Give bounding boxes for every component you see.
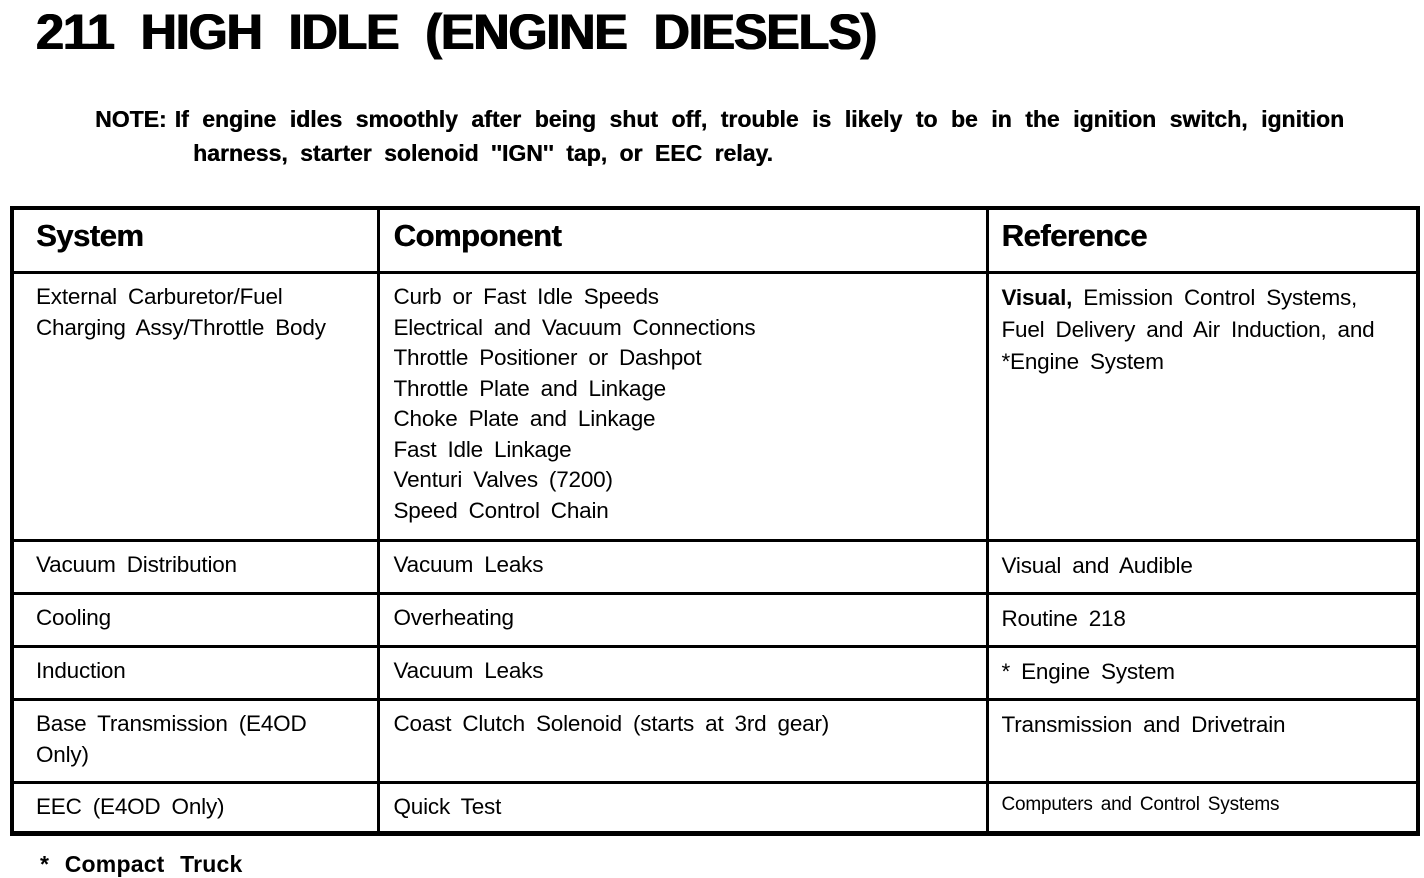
note-paragraph: NOTE: If engine idles smoothly after bein… <box>95 102 1344 170</box>
component-line: Fast Idle Linkage <box>393 436 572 462</box>
component-line: Electrical and Vacuum Connections <box>393 314 756 340</box>
header-cell-system: System <box>10 206 380 274</box>
system-cell: External Carburetor/Fuel Charging Assy/T… <box>10 271 380 542</box>
component-line: Throttle Plate and Linkage <box>393 375 667 401</box>
system-cell: Induction <box>10 645 380 701</box>
troubleshooting-table: System Component Reference External Carb… <box>10 206 1420 836</box>
reference-cell: Routine 218 <box>985 592 1420 648</box>
reference-rest-text: Emission Control Systems, Fuel Delivery … <box>1001 285 1375 374</box>
component-line: Venturi Valves (7200) <box>393 467 613 492</box>
component-line: Throttle Positioner or Dashpot <box>393 345 702 370</box>
note-label: NOTE: <box>95 106 167 132</box>
component-cell: Curb or Fast Idle Speeds Electrical and … <box>376 271 989 542</box>
component-cell: Vacuum Leaks <box>376 539 989 595</box>
header-cell-component: Component <box>376 206 989 274</box>
component-line: Speed Control Chain <box>393 497 609 523</box>
table-row: Induction Vacuum Leaks * Engine System <box>10 645 1420 701</box>
component-line: Curb or Fast Idle Speeds <box>393 284 660 309</box>
reference-bold-text: Visual, <box>1001 285 1073 310</box>
page-title: 211 HIGH IDLE (ENGINE DIESELS) <box>36 4 877 60</box>
table-row: Base Transmission (E4OD Only) Coast Clut… <box>10 698 1420 784</box>
reference-cell: * Engine System <box>985 645 1420 701</box>
component-cell: Overheating <box>376 592 989 648</box>
reference-cell: Visual, Emission Control Systems, Fuel D… <box>985 271 1420 542</box>
header-cell-reference: Reference <box>985 206 1420 274</box>
table-row: External Carburetor/Fuel Charging Assy/T… <box>10 271 1420 542</box>
component-cell: Vacuum Leaks <box>376 645 989 701</box>
system-cell: Cooling <box>10 592 380 648</box>
footnote: * Compact Truck <box>40 851 243 877</box>
component-cell: Coast Clutch Solenoid (starts at 3rd gea… <box>376 698 989 784</box>
reference-cell: Visual and Audible <box>985 539 1420 595</box>
system-cell: Vacuum Distribution <box>10 539 380 595</box>
note-text: If engine idles smoothly after being shu… <box>174 106 1344 166</box>
table-row: Vacuum Distribution Vacuum Leaks Visual … <box>10 539 1420 595</box>
system-cell: EEC (E4OD Only) <box>10 781 380 835</box>
component-cell: Quick Test <box>376 781 989 835</box>
table-header-row: System Component Reference <box>10 206 1420 274</box>
reference-cell: Transmission and Drivetrain <box>985 698 1420 784</box>
component-line: Choke Plate and Linkage <box>393 406 656 431</box>
table-row: Cooling Overheating Routine 218 <box>10 592 1420 648</box>
system-cell: Base Transmission (E4OD Only) <box>10 698 380 784</box>
table-row: EEC (E4OD Only) Quick Test Computers and… <box>10 781 1420 835</box>
reference-cell: Computers and Control Systems <box>985 781 1420 835</box>
